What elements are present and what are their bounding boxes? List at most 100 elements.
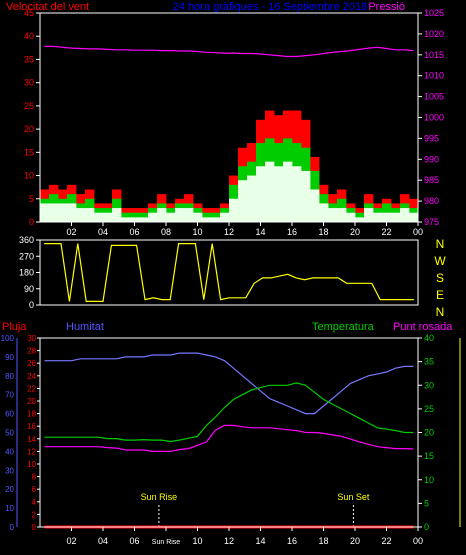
- dewpoint-axis-title: Punt rosada: [393, 321, 453, 333]
- rain-tick-label: 18: [27, 410, 36, 419]
- humidity-tick-label: 80: [5, 372, 14, 381]
- rain-tick-label: 22: [27, 384, 36, 393]
- direction-y-tick-label: 90: [24, 284, 34, 294]
- rain-tick-label: 0: [32, 523, 37, 532]
- humidity-tick-label: 100: [1, 334, 15, 343]
- wind-bar: [292, 166, 302, 222]
- x-tick-label: 14: [255, 536, 265, 546]
- wind-bar: [148, 212, 158, 222]
- left-y-tick-label: 45: [24, 8, 34, 18]
- temperature-tick-label: 0: [424, 522, 429, 532]
- wind-bar: [175, 208, 185, 222]
- header-right-title: Pressió: [368, 1, 405, 13]
- right-y-tick-label: 995: [424, 133, 439, 143]
- temperature-tick-label: 30: [424, 380, 434, 390]
- humidity-tick-label: 70: [5, 391, 14, 400]
- wind-bar: [355, 217, 365, 222]
- x-tick-label: 04: [98, 536, 108, 546]
- wind-bar: [193, 212, 203, 222]
- left-y-tick-label: 20: [24, 124, 34, 134]
- compass-label: N: [436, 305, 445, 319]
- humidity-tick-label: 90: [5, 353, 14, 362]
- left-y-tick-label: 25: [24, 101, 34, 111]
- left-y-tick-label: 15: [24, 147, 34, 157]
- rain-tick-label: 2: [32, 510, 37, 519]
- sun-marker-label: Sun Set: [337, 492, 370, 502]
- rain-tick-label: 30: [27, 334, 36, 343]
- x-tick-label: 06: [129, 227, 139, 237]
- rain-tick-label: 6: [32, 485, 37, 494]
- x-tick-label: 00: [413, 227, 423, 237]
- header-center-title: 24 hora gràfiques - 16 Septiembre 2018: [173, 1, 367, 13]
- wind-bar: [400, 208, 410, 222]
- direction-y-tick-label: 270: [19, 251, 34, 261]
- humidity-tick-label: 60: [5, 410, 14, 419]
- temperature-series-line: [44, 382, 414, 443]
- humidity-tick-label: 40: [5, 447, 14, 456]
- wind-bar: [310, 189, 320, 222]
- compass-label: S: [436, 271, 444, 285]
- x-tick-label: 00: [413, 536, 423, 546]
- direction-plot-frame: [39, 239, 419, 306]
- rain-tick-label: 16: [27, 422, 36, 431]
- x-tick-label: 20: [350, 536, 360, 546]
- sun-marker-label: Sun Rise: [141, 492, 178, 502]
- wind-bar: [40, 203, 50, 222]
- temperature-tick-label: 25: [424, 404, 434, 414]
- wind-bar: [328, 208, 338, 222]
- left-y-tick-label: 35: [24, 54, 34, 64]
- rain-tick-label: 8: [32, 473, 37, 482]
- x-tick-label: 02: [66, 227, 76, 237]
- right-y-tick-label: 1000: [424, 113, 444, 123]
- rain-tick-label: 10: [27, 460, 36, 469]
- right-y-tick-label: 980: [424, 196, 439, 206]
- wind-bar: [364, 208, 374, 222]
- wind-bar: [139, 217, 149, 222]
- right-y-tick-label: 1005: [424, 92, 444, 102]
- x-tick-label: 06: [129, 536, 139, 546]
- compass-label: E: [436, 288, 444, 302]
- wind-bar: [166, 212, 176, 222]
- x-tick-label: 18: [318, 536, 328, 546]
- x-tick-label: 16: [287, 227, 297, 237]
- temperature-tick-label: 20: [424, 428, 434, 438]
- humidity-axis-title: Humitat: [66, 321, 104, 333]
- temperature-series-line: [44, 424, 414, 452]
- x-tick-label: 18: [318, 227, 328, 237]
- wind-bar: [265, 161, 275, 222]
- left-y-tick-label: 10: [24, 171, 34, 181]
- right-y-tick-label: 990: [424, 154, 439, 164]
- compass-label: W: [434, 254, 446, 268]
- wind-bar: [112, 208, 122, 222]
- x-tick-label: Sun Rise: [152, 539, 181, 546]
- rain-axis-title: Pluja: [2, 321, 27, 333]
- wind-bar: [373, 212, 383, 222]
- wind-bar: [247, 175, 257, 222]
- wind-bar: [220, 212, 230, 222]
- rain-tick-label: 24: [27, 372, 36, 381]
- wind-bar: [103, 212, 113, 222]
- temperature-axis-title: Temperatura: [312, 321, 375, 333]
- x-tick-label: 10: [192, 536, 202, 546]
- humidity-tick-label: 0: [10, 523, 15, 532]
- x-tick-label: 12: [224, 227, 234, 237]
- wind-bar: [409, 212, 419, 222]
- direction-line: [44, 243, 414, 302]
- wind-bar: [130, 217, 140, 222]
- x-tick-label: 08: [161, 227, 171, 237]
- wind-bar: [301, 170, 311, 222]
- x-tick-label: 12: [224, 536, 234, 546]
- pressure-line: [44, 45, 414, 58]
- right-y-tick-label: 1025: [424, 8, 444, 18]
- header-left-title: Velocitat del vent: [6, 1, 89, 13]
- direction-y-tick-label: 180: [19, 268, 34, 278]
- wind-bar: [274, 166, 284, 222]
- rain-tick-label: 4: [32, 498, 37, 507]
- humidity-temperature-chart: Pluja Humitat Temperatura Punt rosada Sun Ri…: [1, 321, 461, 546]
- x-tick-label: 22: [381, 227, 391, 237]
- humidity-tick-label: 30: [5, 466, 14, 475]
- temperature-tick-label: 5: [424, 498, 429, 508]
- wind-bar: [85, 208, 95, 222]
